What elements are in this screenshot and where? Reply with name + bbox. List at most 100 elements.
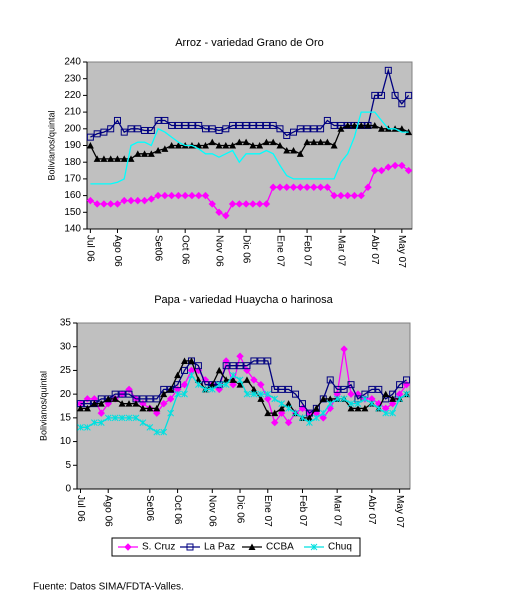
point-marker bbox=[153, 404, 161, 412]
point-marker bbox=[403, 376, 411, 384]
legend-marker bbox=[186, 543, 194, 551]
point-marker bbox=[195, 191, 203, 200]
point-marker bbox=[384, 66, 392, 74]
point-marker bbox=[250, 357, 258, 365]
point-marker bbox=[249, 121, 257, 129]
point-marker bbox=[201, 191, 210, 200]
y-axis-label: Bolivianos/quintal bbox=[38, 371, 48, 441]
x-tick-label: May 07 bbox=[396, 235, 407, 268]
point-marker bbox=[174, 121, 182, 129]
point-marker bbox=[222, 125, 230, 133]
point-marker bbox=[139, 395, 147, 403]
point-marker bbox=[343, 191, 352, 200]
point-marker bbox=[340, 385, 348, 393]
point-marker bbox=[86, 196, 95, 205]
point-marker bbox=[404, 166, 413, 175]
point-marker bbox=[347, 390, 355, 398]
point-marker bbox=[303, 183, 311, 191]
point-marker bbox=[174, 390, 181, 398]
x-tick-label: Set06 bbox=[144, 495, 155, 522]
x-tick-label: Jul 06 bbox=[75, 495, 86, 522]
point-marker bbox=[326, 400, 334, 407]
point-marker bbox=[97, 419, 105, 426]
point-marker bbox=[384, 163, 393, 171]
point-marker bbox=[326, 376, 334, 384]
legend-label: La Paz bbox=[204, 542, 235, 553]
point-marker bbox=[180, 380, 189, 389]
x-tick-label: Nov 06 bbox=[213, 235, 224, 267]
y-tick-label: 0 bbox=[65, 484, 71, 495]
point-marker bbox=[141, 126, 149, 134]
point-marker bbox=[146, 423, 154, 431]
x-tick-label: Oct 06 bbox=[172, 495, 183, 525]
y-tick-label: 5 bbox=[65, 460, 71, 471]
point-marker bbox=[405, 91, 413, 99]
point-marker bbox=[330, 142, 338, 149]
point-marker bbox=[127, 125, 135, 133]
point-marker bbox=[292, 390, 300, 398]
point-marker bbox=[120, 128, 128, 136]
point-marker bbox=[147, 126, 155, 134]
point-marker bbox=[160, 428, 168, 436]
point-marker bbox=[147, 150, 155, 157]
point-marker bbox=[181, 191, 189, 200]
point-marker bbox=[375, 405, 383, 412]
point-marker bbox=[243, 390, 251, 398]
x-tick-label: Abr 07 bbox=[366, 495, 377, 525]
point-marker bbox=[378, 125, 386, 132]
point-marker bbox=[146, 395, 154, 403]
point-marker bbox=[278, 385, 286, 393]
point-marker bbox=[229, 142, 237, 149]
point-marker bbox=[276, 183, 284, 191]
point-marker bbox=[84, 423, 91, 431]
point-marker bbox=[167, 385, 175, 393]
point-marker bbox=[154, 147, 162, 154]
point-marker bbox=[319, 414, 327, 422]
point-marker bbox=[323, 138, 331, 146]
point-marker bbox=[167, 409, 175, 417]
point-marker bbox=[181, 390, 188, 398]
point-marker bbox=[276, 142, 284, 149]
y-tick-label: 150 bbox=[64, 207, 81, 218]
legend-marker bbox=[124, 543, 132, 551]
point-marker bbox=[371, 121, 379, 129]
point-marker bbox=[298, 400, 306, 408]
point-marker bbox=[271, 418, 279, 427]
chart-title: Papa - variedad Huaycha o harinosa bbox=[154, 294, 333, 306]
point-marker bbox=[326, 395, 334, 402]
point-marker bbox=[134, 196, 142, 205]
point-marker bbox=[255, 200, 264, 208]
point-marker bbox=[107, 125, 115, 133]
point-marker bbox=[222, 211, 230, 220]
point-marker bbox=[97, 409, 105, 417]
point-marker bbox=[188, 191, 196, 200]
series-line bbox=[90, 111, 409, 185]
point-marker bbox=[271, 385, 279, 393]
point-marker bbox=[229, 121, 237, 129]
point-marker bbox=[317, 138, 325, 146]
point-marker bbox=[257, 380, 265, 389]
x-tick-label: Nov 06 bbox=[207, 495, 218, 527]
legend-label: S. Cruz bbox=[142, 542, 175, 553]
point-marker bbox=[161, 116, 169, 124]
point-marker bbox=[201, 142, 209, 149]
point-marker bbox=[364, 121, 372, 129]
point-marker bbox=[242, 200, 250, 208]
point-marker bbox=[153, 395, 161, 403]
point-marker bbox=[361, 395, 369, 403]
point-marker bbox=[100, 128, 108, 136]
point-marker bbox=[296, 125, 304, 133]
point-marker bbox=[188, 121, 196, 129]
legend-marker bbox=[248, 543, 256, 550]
point-marker bbox=[249, 200, 257, 208]
y-tick-label: 200 bbox=[64, 123, 81, 134]
legend-label: Chuq bbox=[328, 542, 352, 553]
y-tick-label: 220 bbox=[64, 90, 81, 101]
y-tick-label: 25 bbox=[60, 365, 72, 376]
point-marker bbox=[271, 395, 279, 403]
point-marker bbox=[296, 150, 304, 157]
point-marker bbox=[235, 138, 243, 146]
point-marker bbox=[378, 91, 386, 99]
x-tick-label: Ene 07 bbox=[262, 495, 273, 527]
point-marker bbox=[161, 191, 169, 200]
